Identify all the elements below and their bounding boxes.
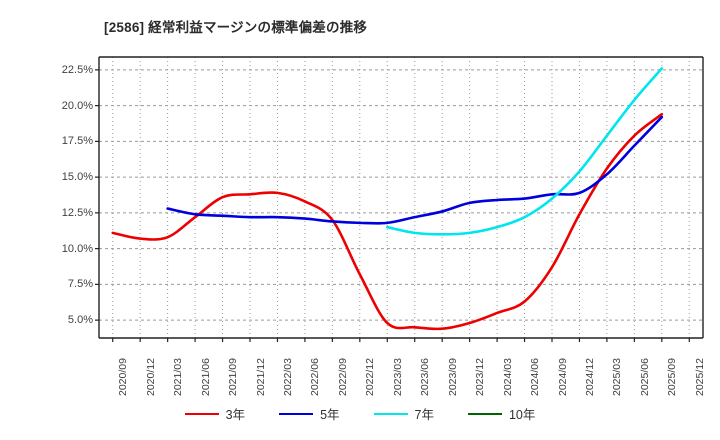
x-axis-tick-label: 2022/09 (336, 358, 349, 396)
legend-color-swatch (373, 412, 408, 415)
legend-color-swatch (467, 412, 502, 415)
x-axis-tick-label: 2025/12 (693, 358, 706, 396)
legend-label: 5年 (320, 408, 340, 422)
x-axis-tick-label: 2024/06 (529, 358, 542, 396)
x-axis-tick-label: 2024/12 (583, 358, 596, 396)
y-axis-tick-label: 7.5% (67, 278, 93, 291)
legend-item-5年[interactable]: 5年 (279, 404, 340, 423)
legend-label: 7年 (414, 408, 434, 422)
y-axis-tick-label: 22.5% (61, 63, 93, 76)
series-line-3年 (111, 112, 664, 331)
y-axis-tick-label: 10.0% (61, 242, 93, 255)
x-axis-tick-label: 2024/03 (501, 358, 514, 396)
y-axis-tick-label: 5.0% (67, 314, 93, 327)
x-axis-tick-label: 2023/03 (391, 358, 404, 396)
chart-legend: 3年 5年 7年 10年 (0, 404, 720, 423)
x-axis-tick-label: 2022/06 (309, 358, 322, 396)
x-axis-tick-label: 2024/09 (556, 358, 569, 396)
x-axis-tick-label: 2021/12 (254, 358, 267, 396)
x-axis-tick-label: 2021/09 (227, 358, 240, 396)
x-axis-tick-label: 2020/12 (144, 358, 157, 396)
x-axis-tick-label: 2022/03 (281, 358, 294, 396)
legend-label: 10年 (508, 408, 536, 422)
legend-item-7年[interactable]: 7年 (373, 404, 434, 423)
legend-color-swatch (279, 412, 314, 415)
x-axis-tick-label: 2021/06 (199, 358, 212, 396)
x-axis-tick-label: 2020/09 (117, 358, 130, 396)
series-line-7年 (385, 67, 664, 236)
legend-item-3年[interactable]: 3年 (184, 404, 246, 423)
series-line-5年 (166, 115, 664, 225)
x-axis-tick-label: 2023/12 (474, 358, 487, 396)
x-axis-tick-label: 2023/09 (446, 358, 459, 396)
x-axis-tick-label: 2025/06 (638, 358, 651, 396)
y-axis-tick-label: 17.5% (61, 135, 93, 148)
legend-color-swatch (184, 412, 219, 415)
legend-item-10年[interactable]: 10年 (467, 404, 536, 423)
x-axis-tick-label: 2025/09 (666, 358, 679, 396)
legend-label: 3年 (225, 408, 246, 422)
x-axis-tick-label: 2021/03 (172, 358, 185, 396)
y-axis-tick-label: 20.0% (61, 99, 93, 112)
chart-title: [2586] 経常利益マージンの標準偏差の推移 (104, 20, 368, 35)
y-axis-tick-label: 12.5% (61, 206, 93, 219)
y-axis-tick-label: 15.0% (61, 171, 93, 184)
x-axis-tick-label: 2023/06 (419, 358, 432, 396)
x-axis-tick-label: 2025/03 (611, 358, 624, 396)
x-axis-tick-label: 2022/12 (364, 358, 377, 396)
